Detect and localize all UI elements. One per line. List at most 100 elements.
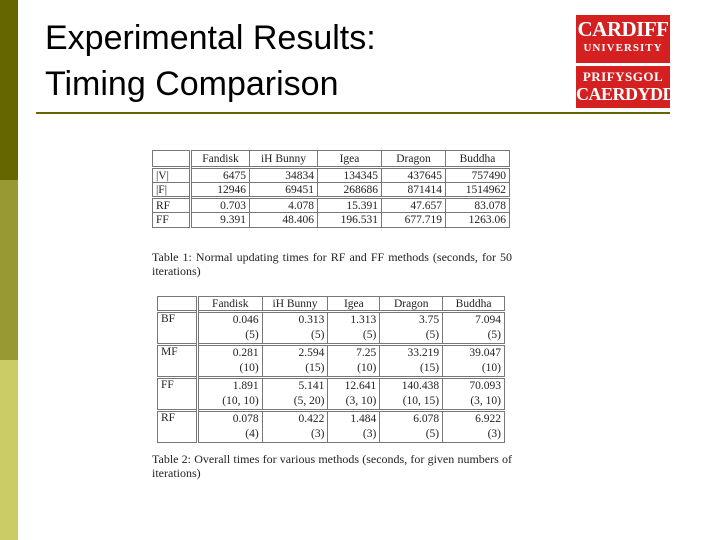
column-header: Buddha	[445, 150, 510, 168]
cell: 1263.06	[445, 212, 510, 228]
corner-cell	[157, 296, 199, 312]
cell: 12946	[190, 182, 250, 198]
row: RF 0.078 (4) 0.422 (3) 1.484 (3) 6.078 (5) 6.922 (…	[157, 409, 505, 443]
cell: 2.594 (15)	[261, 343, 329, 378]
iterations: (15)	[419, 362, 440, 374]
row-label: BF	[157, 310, 199, 345]
time-value: 33.219	[407, 347, 440, 359]
time-value: 70.093	[469, 380, 501, 392]
iterations: (5)	[425, 329, 440, 341]
cell: 1.484 (3)	[327, 409, 381, 443]
time-value: 1.313	[350, 314, 377, 326]
stripe	[0, 360, 18, 540]
cell: 757490	[445, 166, 510, 183]
time-value: 7.094	[475, 314, 501, 326]
cell: 0.313 (5)	[261, 310, 329, 345]
column-header: Dragon	[381, 150, 446, 168]
cell: 3.75 (5)	[379, 310, 444, 345]
time-value: 0.313	[298, 314, 325, 326]
time-value: 0.046	[232, 314, 259, 326]
header-row: Fandisk iH Bunny Igea Dragon Buddha	[152, 150, 510, 168]
row-label: FF	[152, 212, 192, 228]
cell: 268686	[317, 182, 382, 198]
cell: 677.719	[381, 212, 446, 228]
logo-bottom: PRIFYSGOL CAERDYDD	[576, 66, 676, 108]
time-value: 7.25	[356, 347, 377, 359]
cell: 134345	[317, 166, 382, 183]
iterations: (3, 10)	[470, 395, 501, 407]
row-label: RF	[152, 196, 192, 213]
iterations: (5)	[487, 329, 501, 341]
time-value: 1.891	[232, 380, 259, 392]
table: Fandisk iH Bunny Igea Dragon Buddha BF 0.046 (5…	[157, 296, 505, 443]
corner-cell	[152, 150, 192, 168]
iterations: (3, 10)	[345, 395, 377, 407]
cell: 0.046 (5)	[196, 310, 263, 345]
cell: 1.891 (10, 10)	[196, 376, 263, 411]
iterations: (5)	[311, 329, 325, 341]
row-label: RF	[157, 409, 199, 443]
time-value: 1.484	[350, 413, 377, 425]
row-label: |V|	[152, 166, 192, 183]
logo-text: CARDIFF	[577, 17, 670, 41]
column-header: Dragon	[379, 296, 444, 312]
cell: 6.078 (5)	[379, 409, 444, 443]
time-value: 2.594	[298, 347, 325, 359]
iterations: (10)	[357, 362, 377, 374]
time-value: 6.078	[413, 413, 440, 425]
stripe	[0, 0, 18, 180]
time-value: 0.078	[232, 413, 259, 425]
row-label: FF	[157, 376, 199, 411]
row: BF 0.046 (5) 0.313 (5) 1.313 (5) 3.75 (5) 7.094 (5…	[157, 310, 505, 345]
cell: 34834	[249, 166, 318, 183]
row-label: MF	[157, 343, 199, 378]
row: RF 0.703 4.078 15.391 47.657 83.078	[152, 196, 510, 213]
header-row: Fandisk iH Bunny Igea Dragon Buddha	[157, 296, 505, 312]
title-rule	[36, 112, 670, 114]
column-header: Fandisk	[196, 296, 263, 312]
time-value: 12.641	[344, 380, 377, 392]
column-header: Fandisk	[190, 150, 250, 168]
iterations: (5, 20)	[293, 395, 325, 407]
title: Experimental Results:	[45, 19, 376, 57]
cell: 47.657	[381, 196, 446, 213]
cell: 196.531	[317, 212, 382, 228]
column-header: Igea	[327, 296, 381, 312]
time-value: 3.75	[419, 314, 440, 326]
iterations: (3)	[311, 428, 325, 440]
time-value: 140.438	[401, 380, 440, 392]
iterations: (10)	[481, 362, 501, 374]
logo-text: UNIVERSITY	[583, 42, 663, 54]
cell: 39.047 (10)	[442, 343, 505, 378]
cell: 69451	[249, 182, 318, 198]
caption: Table 2: Overall times for various metho…	[152, 452, 512, 480]
iterations: (10)	[239, 362, 259, 374]
iterations: (3)	[487, 428, 501, 440]
cell: 4.078	[249, 196, 318, 213]
cell: 9.391	[190, 212, 250, 228]
column-header: iH Bunny	[249, 150, 318, 168]
cell: 7.094 (5)	[442, 310, 505, 345]
table: Fandisk iH Bunny Igea Dragon Buddha |V| 6475 34…	[152, 150, 510, 228]
cell: 1514962	[445, 182, 510, 198]
cell: 871414	[381, 182, 446, 198]
logo-top: CARDIFF UNIVERSITY	[576, 15, 670, 63]
cell: 1.313 (5)	[327, 310, 381, 345]
cell: 0.703	[190, 196, 250, 213]
logo-text: CAERDYDD	[576, 84, 676, 104]
row: FF 1.891 (10, 10) 5.141 (5, 20) 12.641 (3, 10)…	[157, 376, 505, 411]
stripe	[0, 180, 18, 360]
iterations: (15)	[305, 362, 325, 374]
cell: 6475	[190, 166, 250, 183]
cell: 0.422 (3)	[261, 409, 329, 443]
iterations: (5)	[362, 329, 377, 341]
cell: 7.25 (10)	[327, 343, 381, 378]
cell: 0.078 (4)	[196, 409, 263, 443]
row: |V| 6475 34834 134345 437645 757490	[152, 166, 510, 183]
cell: 0.281 (10)	[196, 343, 263, 378]
iterations: (5)	[245, 329, 259, 341]
iterations: (10, 15)	[402, 395, 440, 407]
iterations: (3)	[362, 428, 377, 440]
time-value: 6.922	[475, 413, 501, 425]
